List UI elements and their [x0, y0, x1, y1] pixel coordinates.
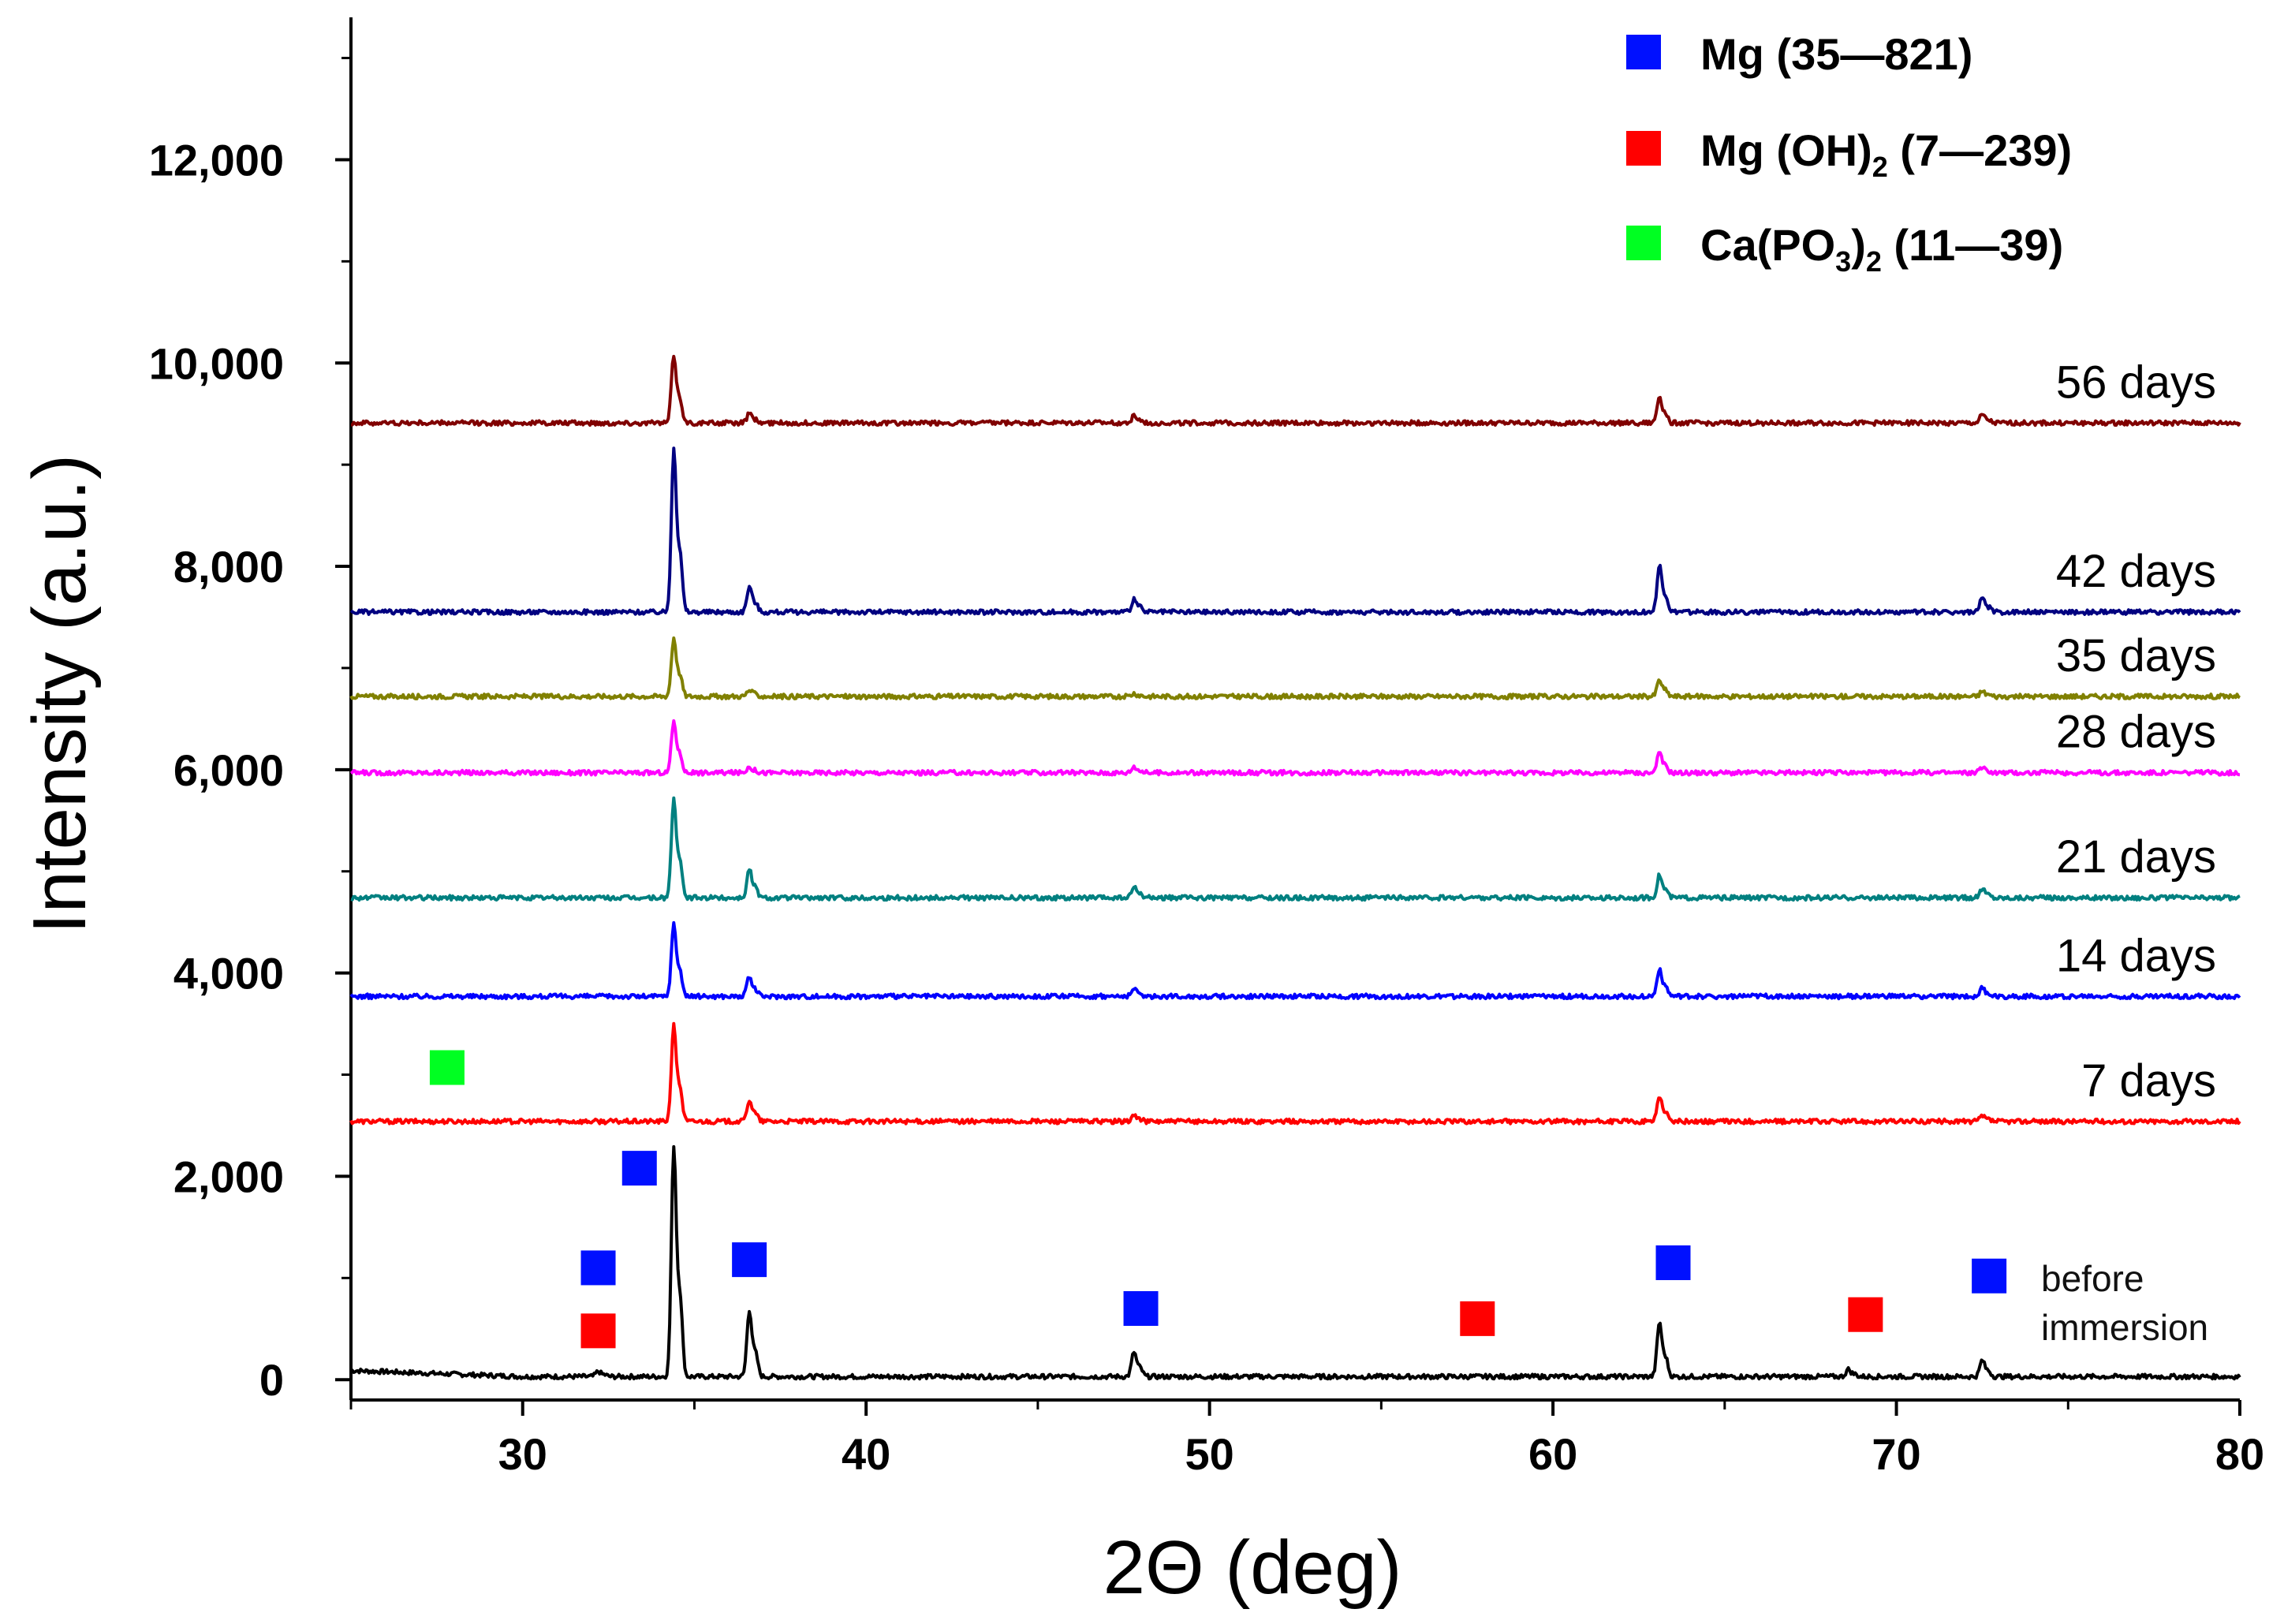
y-tick-label: 4,000 — [174, 949, 284, 999]
series-label: before — [2041, 1258, 2144, 1299]
y-tick-label: 12,000 — [149, 135, 284, 185]
series-line — [349, 920, 2241, 1001]
y-tick-label: 0 — [259, 1355, 284, 1405]
phase-marker — [1848, 1297, 1883, 1332]
phase-markers — [429, 1050, 2007, 1349]
series-labels: before immersion 7 days 14 days 21 days 28 da… — [2041, 357, 2216, 1348]
phase-marker — [621, 1151, 657, 1186]
series-line — [349, 1021, 2241, 1126]
axes — [349, 17, 2240, 1402]
legend-swatch — [1626, 35, 1661, 69]
series-label: 7 days — [2081, 1055, 2216, 1107]
phase-marker — [1972, 1258, 2007, 1294]
series-line — [349, 719, 2241, 777]
y-tick-label: 2,000 — [174, 1152, 284, 1201]
x-tick-label: 70 — [1872, 1429, 1920, 1479]
phase-marker — [732, 1242, 767, 1278]
series-label: 42 days — [2056, 546, 2216, 597]
phase-marker — [429, 1050, 465, 1085]
series-label: immersion — [2041, 1307, 2208, 1348]
phase-marker — [1655, 1245, 1691, 1280]
phase-marker — [1123, 1290, 1159, 1326]
series-line — [349, 636, 2241, 700]
y-tick-label: 8,000 — [174, 542, 284, 592]
series-label: 21 days — [2056, 831, 2216, 883]
series-label: 56 days — [2056, 357, 2216, 408]
series-line — [350, 1144, 2241, 1381]
legend-entry: Mg (35—821) — [1700, 29, 1972, 79]
legend-swatch — [1626, 226, 1661, 260]
phase-marker — [580, 1250, 616, 1286]
series-line — [350, 354, 2241, 427]
series-group — [349, 354, 2241, 1381]
x-tick-label: 60 — [1528, 1429, 1577, 1479]
y-tick-label: 10,000 — [149, 338, 284, 388]
series-label: 14 days — [2056, 930, 2216, 981]
y-axis-title: Intensity (a.u.) — [17, 454, 102, 934]
series-label: 28 days — [2056, 707, 2216, 758]
phase-marker — [1460, 1301, 1495, 1336]
legend-swatch — [1626, 131, 1661, 166]
series-label: 35 days — [2056, 630, 2216, 681]
legend-entry: Mg (OH)2​ (7—239) — [1700, 125, 2072, 183]
x-axis-title: 2Θ (deg) — [1103, 1525, 1402, 1610]
x-tick-label: 30 — [498, 1429, 547, 1479]
phase-marker — [580, 1313, 616, 1349]
legend: Mg (35—821) Mg (OH)2​ (7—239) Ca(PO3​)2​ (… — [1626, 29, 2072, 278]
x-tick-label: 80 — [2215, 1429, 2264, 1479]
series-line — [350, 796, 2241, 902]
ticks: 30 40 50 60 70 80 0 2,000 4,000 6,000 8,000 10,000 1… — [149, 57, 2264, 1479]
x-tick-label: 40 — [842, 1429, 890, 1479]
series-line — [349, 446, 2241, 616]
y-tick-label: 6,000 — [174, 745, 284, 795]
legend-entry: Ca(PO3​)2​ (11—39) — [1700, 220, 2063, 278]
x-tick-label: 50 — [1185, 1429, 1233, 1479]
